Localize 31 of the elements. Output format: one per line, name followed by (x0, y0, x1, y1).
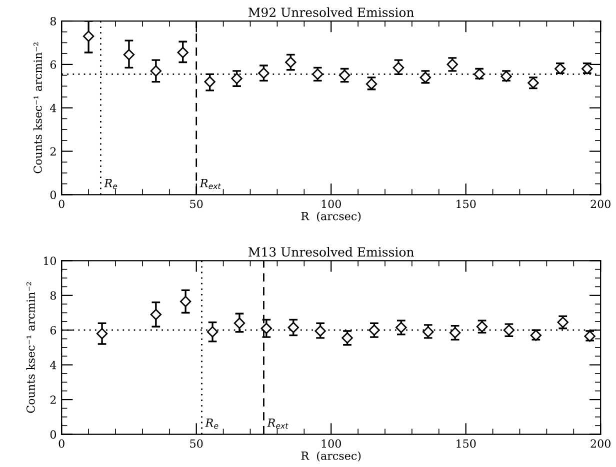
x-tick-label: 200 (590, 200, 610, 208)
ref-line-label: R$_{ext}$ (200, 179, 222, 190)
chart-title: M92 Unresolved Emission (248, 7, 414, 18)
y-tick-label: 2 (50, 396, 56, 404)
x-tick-label: 100 (322, 200, 341, 208)
y-tick-label: 0 (50, 430, 56, 439)
x-tick-label: 0 (58, 439, 64, 448)
y-axis-title: Counts ksec⁻¹ arcmin⁻² (33, 42, 42, 174)
y-tick-label: 8 (50, 291, 56, 300)
x-axis-title: R (arcsec) (301, 212, 361, 222)
x-tick-label: 150 (456, 200, 476, 208)
x-tick-label: 100 (322, 439, 341, 448)
ref-line-label: R$_{ext}$ (267, 418, 288, 429)
ref-line-label: R$_{e}$ (104, 179, 118, 190)
chart-title: M13 Unresolved Emission (248, 246, 414, 257)
y-axis-title: Counts ksec⁻¹ arcmin⁻² (26, 282, 35, 413)
x-tick-label: 50 (190, 200, 203, 208)
x-axis-title: R (arcsec) (301, 451, 361, 462)
x-tick-label: 0 (58, 200, 64, 208)
y-tick-label: 6 (50, 60, 56, 69)
y-tick-label: 10 (44, 256, 56, 266)
ref-line-label: R$_{e}$ (205, 418, 218, 429)
y-tick-label: 4 (50, 360, 56, 370)
x-tick-label: 50 (190, 439, 203, 448)
y-tick-label: 8 (50, 16, 56, 26)
y-tick-label: 4 (50, 104, 56, 112)
y-tick-label: 2 (50, 147, 56, 156)
x-tick-label: 150 (456, 439, 476, 448)
x-tick-label: 200 (590, 439, 610, 448)
y-tick-label: 6 (50, 326, 56, 334)
y-tick-label: 0 (50, 190, 56, 200)
